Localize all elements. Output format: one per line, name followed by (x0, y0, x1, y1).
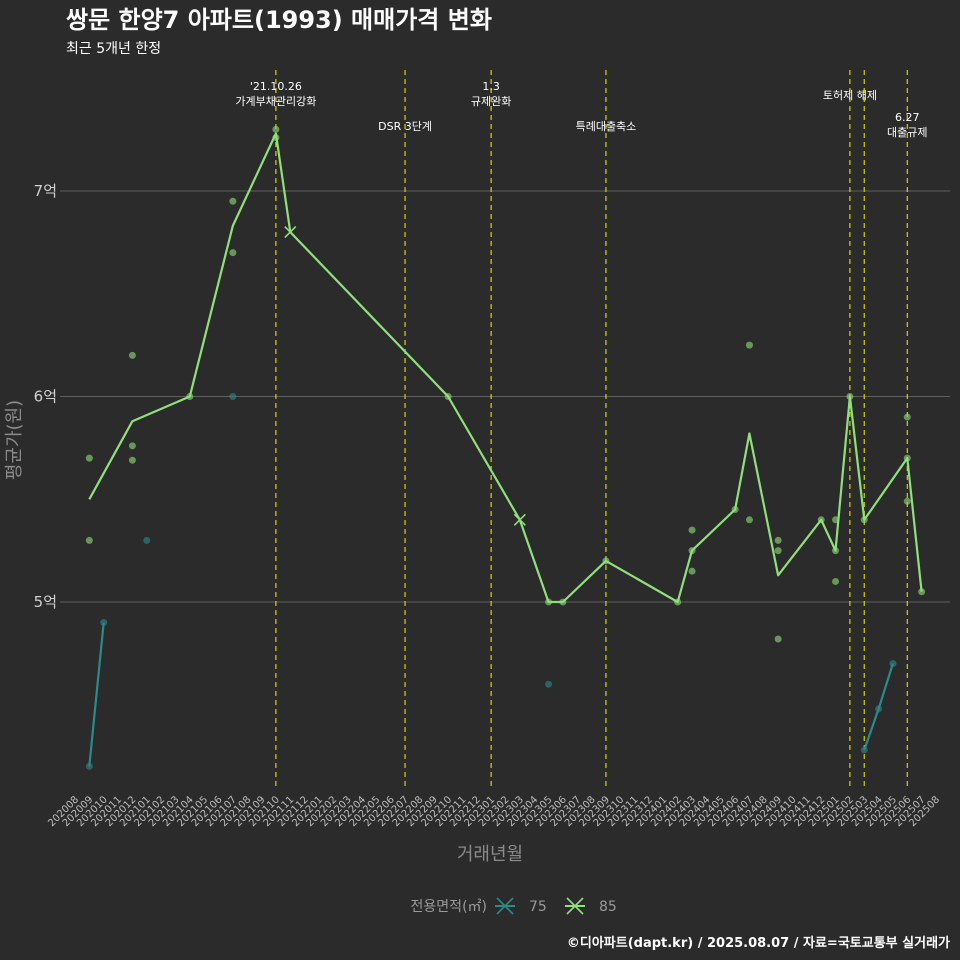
data-point (875, 705, 883, 713)
legend-title: 전용면적(㎡) (411, 899, 487, 915)
data-point (860, 516, 868, 524)
data-point (272, 125, 280, 133)
data-point-x (284, 226, 297, 239)
legend-label: 85 (599, 899, 617, 915)
data-point (85, 536, 93, 544)
series-line-85 (88, 132, 923, 604)
y-tick-label: 6억 (34, 388, 57, 406)
y-tick-label: 7억 (34, 182, 57, 200)
data-point (229, 197, 237, 205)
data-point (731, 506, 739, 514)
data-point (860, 746, 868, 754)
data-point (128, 442, 136, 450)
data-point (128, 351, 136, 359)
data-point (85, 454, 93, 462)
event-label: 특례대출축소 (576, 120, 637, 133)
data-point (889, 660, 897, 668)
data-point (903, 454, 911, 462)
data-point (229, 393, 237, 400)
data-point (85, 762, 93, 770)
legend-key-x (496, 897, 514, 915)
legend: 전용면적(㎡) 75 85 (411, 897, 617, 915)
event-label: 토허제 해제 (823, 88, 877, 102)
event-label: 6.27 (895, 111, 920, 124)
y-tick-label: 5억 (34, 593, 57, 611)
data-point (832, 577, 840, 585)
data-point (846, 393, 854, 400)
data-point (674, 598, 682, 606)
data-point (545, 680, 553, 688)
data-point (832, 516, 840, 524)
chart-caption: ©디아파트(dapt.kr) / 2025.08.07 / 자료=국토교통부 실… (567, 935, 950, 951)
legend-key-x (566, 897, 584, 915)
data-point (688, 567, 696, 575)
y-axis-title: 평균가(원) (4, 400, 25, 480)
data-point (559, 598, 567, 606)
data-series (85, 125, 926, 770)
chart-title: 쌍문 한양7 아파트(1993) 매매가격 변화 (66, 6, 492, 34)
data-point (774, 635, 782, 643)
data-point-x (513, 513, 526, 526)
y-gridlines (60, 190, 950, 603)
data-point (545, 598, 553, 606)
data-point (100, 619, 108, 627)
data-point (444, 393, 452, 400)
event-label: '21.10.26 (250, 80, 302, 93)
y-axis-ticks: 5억 6억 7억 (34, 182, 57, 611)
data-point (903, 497, 911, 505)
event-label: 가계부채관리강화 (235, 95, 316, 108)
data-point (688, 547, 696, 555)
data-point (128, 456, 136, 464)
series-75 (85, 393, 897, 770)
legend-label: 75 (529, 899, 547, 915)
event-label: 규제완화 (471, 95, 511, 108)
x-axis-title: 거래년월 (457, 844, 523, 865)
data-point (774, 536, 782, 544)
data-point (229, 249, 237, 257)
data-point (903, 413, 911, 421)
data-point (774, 547, 782, 555)
event-label: 1.3 (482, 80, 500, 93)
data-point (272, 134, 280, 142)
series-line-75 (88, 622, 105, 767)
x-axis-ticks: 2020082020092020102020112020122021012021… (46, 794, 942, 829)
data-point (745, 516, 753, 524)
chart-subtitle: 최근 5개년 한정 (66, 41, 161, 57)
data-point (832, 547, 840, 555)
event-label: 대출규제 (887, 126, 927, 139)
data-point (143, 536, 151, 544)
data-point (918, 588, 926, 596)
data-point (817, 516, 825, 524)
data-point (602, 557, 610, 565)
data-point (745, 341, 753, 349)
data-point (688, 526, 696, 534)
data-point (186, 393, 194, 400)
series-85 (85, 125, 926, 643)
event-label: DSR 3단계 (378, 120, 432, 133)
